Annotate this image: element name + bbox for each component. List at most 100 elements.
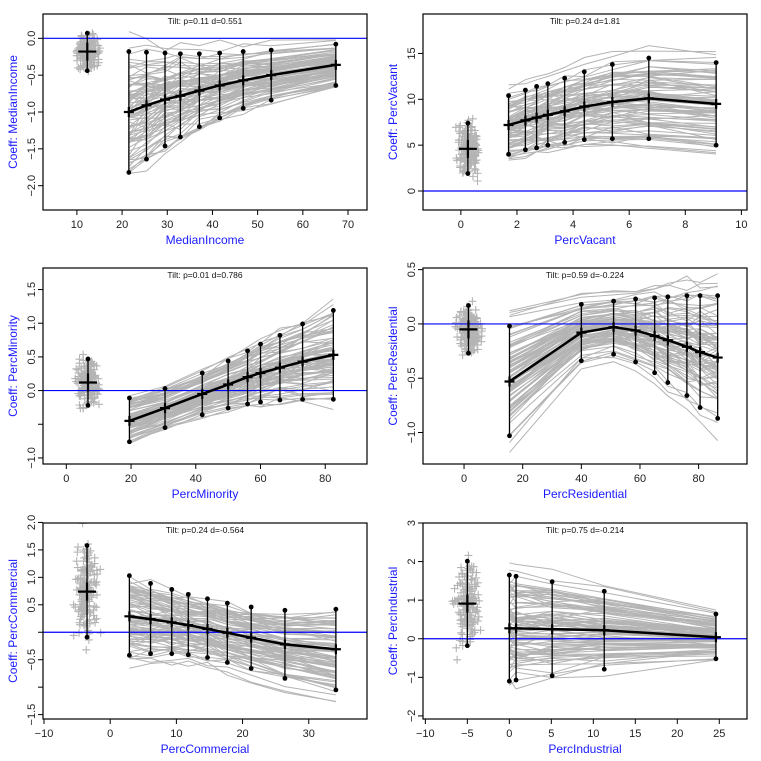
draw-point-marker — [90, 602, 99, 611]
draw-point-marker — [464, 593, 473, 602]
draw-point-marker — [87, 54, 96, 63]
interval-upper-point — [609, 62, 615, 67]
draw-point-marker — [456, 588, 465, 597]
draw-point-marker — [470, 314, 479, 323]
mean-marker — [576, 327, 587, 338]
mean-marker — [246, 632, 257, 643]
interval-upper-point — [282, 607, 288, 613]
interval-upper-point — [646, 55, 652, 61]
draw-point-marker — [455, 123, 464, 132]
draw-point-marker — [81, 606, 90, 615]
y-tick-label: −0.5 — [26, 649, 38, 671]
interval-upper-point — [465, 120, 471, 126]
mean-marker — [222, 627, 233, 638]
draw-point-marker — [467, 611, 476, 620]
x-tick-label: 80 — [319, 473, 331, 485]
interval-upper-point — [196, 51, 202, 57]
interval-upper-point — [513, 573, 519, 579]
interval-upper-point — [330, 308, 336, 313]
draw-line — [509, 361, 719, 453]
y-tick-label: 0 — [406, 636, 418, 642]
draw-point-marker — [96, 628, 105, 637]
interval-lower-point — [162, 425, 168, 431]
x-tick-label: 10 — [170, 728, 182, 740]
interval-upper-point — [333, 41, 339, 47]
mean-marker — [608, 322, 619, 333]
x-tick-label: 0 — [506, 728, 512, 740]
draw-point-marker — [456, 579, 465, 588]
draw-point-marker — [78, 583, 87, 592]
x-tick-label: 20 — [116, 219, 128, 231]
interval-lower-point — [148, 651, 153, 657]
draw-line — [128, 40, 336, 53]
mean-marker — [279, 639, 290, 650]
draw-point-marker — [472, 568, 481, 577]
interval-upper-point — [466, 303, 471, 308]
x-tick-label: 15 — [629, 728, 641, 740]
mean-marker — [503, 119, 514, 130]
interval-lower-point — [506, 151, 511, 157]
draw-point-marker — [81, 598, 90, 607]
x-axis-label: MedianIncome — [166, 233, 245, 247]
interval-upper-point — [126, 49, 132, 54]
interval-lower-point — [333, 687, 339, 693]
panel-perc-residential: 0 20 40 60 80 −1.0 −0.5 0.0 0.5 Tilt: p=0.59 d=-0… — [386, 262, 748, 501]
draw-point-marker — [79, 599, 88, 608]
draw-point-marker — [72, 557, 81, 566]
interval-upper-point — [715, 293, 721, 299]
draw-point-marker — [459, 593, 468, 602]
x-tick-label: 5 — [548, 728, 554, 740]
interval-upper-point — [506, 572, 512, 578]
draw-line — [128, 85, 336, 173]
draw-point-marker — [457, 319, 466, 328]
y-tick-label: −0.5 — [406, 367, 418, 389]
draw-point-marker — [84, 626, 93, 635]
x-tick-label: 50 — [252, 219, 264, 231]
interval-upper-point — [148, 580, 153, 586]
x-tick-label: 0 — [107, 728, 113, 740]
mean-marker — [166, 617, 177, 628]
mean-marker — [458, 139, 477, 158]
draw-point-marker — [81, 57, 90, 66]
draw-point-marker — [96, 565, 105, 574]
interval-upper-point — [162, 386, 168, 391]
x-tick-label: 10 — [587, 728, 599, 740]
draw-point-marker — [466, 626, 475, 635]
y-tick-label: 1 — [406, 597, 418, 603]
draw-point-marker — [472, 132, 481, 141]
interval-lower-point — [665, 380, 671, 385]
interval-upper-point — [652, 295, 658, 301]
interval-lower-point — [601, 666, 607, 672]
interval-upper-point — [534, 84, 540, 89]
interval-upper-point — [713, 60, 719, 66]
draw-line — [508, 141, 717, 159]
draw-point-marker — [468, 114, 477, 123]
y-tick-label: −2 — [406, 710, 418, 723]
draw-point-marker — [78, 370, 87, 379]
interval-lower-point — [549, 673, 555, 679]
mean-marker — [124, 611, 135, 622]
draw-line — [509, 273, 718, 312]
draw-point-marker — [72, 585, 81, 594]
interval-lower-point — [513, 677, 519, 683]
draw-point-marker — [458, 570, 467, 579]
draw-point-marker — [92, 361, 101, 370]
mean-marker — [662, 335, 673, 346]
draw-point-marker — [73, 563, 82, 572]
draw-point-marker — [472, 324, 481, 333]
interval-lower-point — [127, 439, 132, 445]
draw-point-marker — [75, 401, 84, 410]
interval-upper-point — [84, 543, 90, 548]
draw-line — [508, 135, 717, 152]
panel-title: Tilt: p=0.01 d=0.786 — [167, 270, 243, 280]
mean-marker — [238, 75, 249, 86]
interval-lower-point — [464, 643, 470, 649]
interval-upper-point — [562, 75, 568, 81]
interval-upper-point — [199, 370, 205, 376]
draw-point-marker — [87, 578, 96, 587]
draw-point-marker — [464, 620, 473, 629]
draw-point-marker — [456, 156, 465, 165]
draw-line — [129, 657, 337, 703]
draw-point-marker — [457, 563, 466, 572]
draw-point-marker — [75, 628, 84, 637]
